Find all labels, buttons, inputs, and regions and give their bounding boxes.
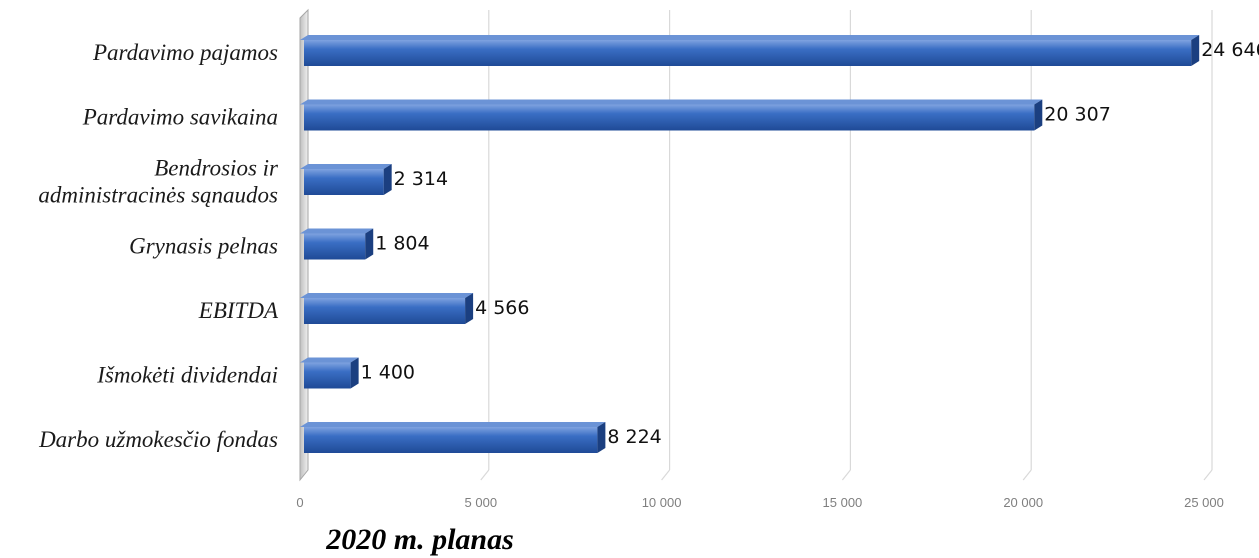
bar <box>304 427 598 453</box>
category-label: Grynasis pelnas <box>129 234 278 259</box>
bar-top <box>300 99 1043 105</box>
bar-top <box>300 422 606 427</box>
bar <box>304 362 351 389</box>
bar-top <box>300 35 1200 40</box>
data-label: 20 307 <box>1044 104 1110 126</box>
bar-top <box>300 228 374 234</box>
category-label: Pardavimo pajamos <box>92 40 278 65</box>
bar-end <box>1191 35 1200 66</box>
x-axis-title: 2020 m. planas <box>325 523 514 556</box>
data-label: 4 566 <box>475 297 529 319</box>
gridline-foot <box>661 469 671 481</box>
bar <box>304 233 366 260</box>
gridline-foot <box>1203 469 1213 481</box>
category-label: EBITDA <box>198 298 279 323</box>
category-label: Darbo užmokesčio fondas <box>38 427 278 452</box>
bar <box>304 169 384 195</box>
data-label: 2 314 <box>394 168 448 190</box>
gridline-foot <box>1022 469 1032 481</box>
bar-end <box>465 293 474 324</box>
gridlines <box>480 10 1213 481</box>
category-label: Bendrosios ir administracinės sąnaudos <box>38 156 279 208</box>
data-label: 1 804 <box>375 233 429 255</box>
bar-end <box>597 422 606 453</box>
bar <box>304 40 1192 66</box>
bar-end <box>350 357 359 389</box>
bar-end <box>383 164 392 195</box>
labels: 0 5 000 10 000 15 000 20 000 25 000 24 646 Pard… <box>38 39 1259 510</box>
gridline-foot <box>480 469 490 481</box>
bar-top <box>300 293 474 298</box>
category-label: Pardavimo savikaina <box>82 105 278 130</box>
bar-end <box>365 228 374 260</box>
bar-end <box>1034 99 1043 131</box>
category-label: Išmokėti dividendai <box>96 363 278 388</box>
data-label: 8 224 <box>607 426 661 448</box>
bars <box>300 35 1200 453</box>
x-tick-label: 20 000 <box>1003 495 1043 510</box>
bar <box>304 104 1035 131</box>
data-label: 24 646 <box>1201 39 1259 61</box>
bar-top <box>300 357 359 363</box>
data-label: 1 400 <box>361 362 415 384</box>
gridline-foot <box>841 469 851 481</box>
x-tick-label: 10 000 <box>642 495 682 510</box>
x-tick-label: 0 <box>296 495 303 510</box>
x-tick-label: 25 000 <box>1184 495 1224 510</box>
x-tick-label: 5 000 <box>465 495 498 510</box>
bar <box>304 298 466 324</box>
x-tick-label: 15 000 <box>823 495 863 510</box>
bar-top <box>300 164 392 169</box>
